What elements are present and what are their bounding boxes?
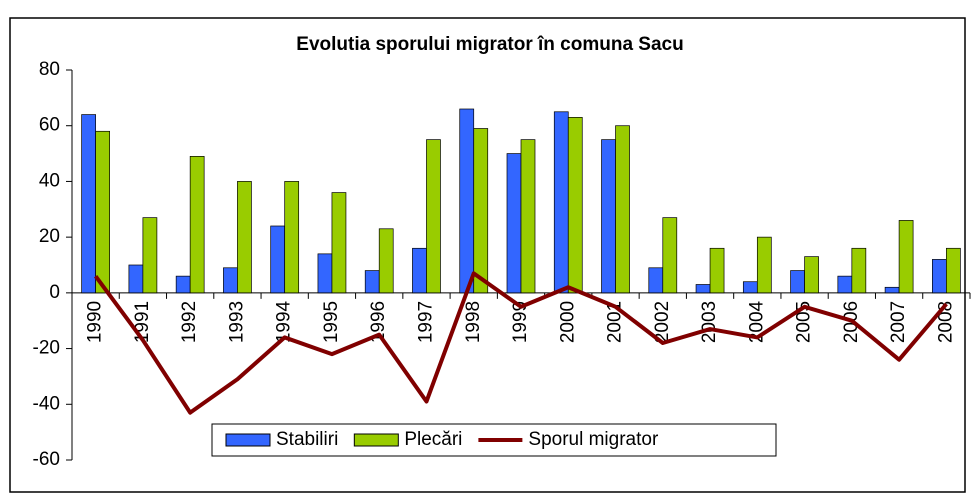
chart-title: Evolutia sporului migrator în comuna Sac… <box>296 34 683 55</box>
bar <box>237 181 252 294</box>
y-tick-label: -60 <box>33 449 60 470</box>
bar <box>946 247 961 294</box>
bar <box>317 253 333 294</box>
bar <box>884 286 900 294</box>
bar <box>837 275 853 294</box>
bar <box>520 139 536 294</box>
x-tick-label: 1993 <box>226 301 247 343</box>
bar <box>473 128 489 294</box>
bar <box>223 267 238 294</box>
y-tick-label: 20 <box>39 226 60 247</box>
bar <box>412 247 427 294</box>
x-tick-label: 1998 <box>463 301 484 343</box>
y-tick-label: 60 <box>39 115 60 136</box>
bar <box>648 267 664 294</box>
bar <box>601 139 616 294</box>
x-tick-label: 1996 <box>368 301 389 343</box>
x-tick-label: 2007 <box>888 301 909 343</box>
bar <box>506 153 522 294</box>
bar <box>426 139 441 294</box>
bar <box>270 225 286 294</box>
bar <box>898 220 914 294</box>
bar <box>81 114 96 294</box>
x-tick-label: 1999 <box>510 301 531 343</box>
bar <box>709 247 725 294</box>
x-tick-label: 2003 <box>699 301 720 343</box>
bar <box>790 270 805 294</box>
x-tick-label: 1994 <box>274 300 295 343</box>
bar <box>364 270 380 294</box>
y-tick-label: -20 <box>33 338 60 359</box>
y-tick-label: 80 <box>39 59 60 80</box>
bar <box>95 130 110 294</box>
bar <box>851 247 867 294</box>
y-tick-label: 0 <box>49 282 60 303</box>
bar <box>284 181 300 294</box>
bar <box>459 108 475 294</box>
x-tick-label: 1997 <box>415 301 436 343</box>
bar <box>756 236 772 294</box>
bar <box>175 275 191 294</box>
legend-swatch <box>353 433 399 447</box>
y-tick-label: 40 <box>39 170 60 191</box>
x-tick-label: 1992 <box>179 301 200 343</box>
bar <box>189 156 205 294</box>
legend-label: Sporul migrator <box>528 429 659 450</box>
bar <box>128 264 144 294</box>
x-tick-label: 2002 <box>652 301 673 343</box>
legend-label: Stabiliri <box>276 429 338 450</box>
bar <box>142 217 158 294</box>
bar <box>804 256 819 294</box>
bar <box>695 284 711 294</box>
legend-swatch <box>225 433 271 447</box>
bar <box>742 281 758 294</box>
bar <box>662 217 678 294</box>
x-tick-label: 2000 <box>557 301 578 343</box>
x-tick-label: 1990 <box>85 301 106 343</box>
y-tick-label: -40 <box>33 393 60 414</box>
bar <box>553 111 569 294</box>
bar <box>567 117 583 294</box>
bar <box>331 192 347 294</box>
bar <box>615 125 630 294</box>
bar <box>378 228 394 294</box>
x-tick-label: 1995 <box>321 301 342 343</box>
bar <box>932 259 947 294</box>
line-series <box>94 271 948 415</box>
legend-label: Plecări <box>404 429 462 450</box>
